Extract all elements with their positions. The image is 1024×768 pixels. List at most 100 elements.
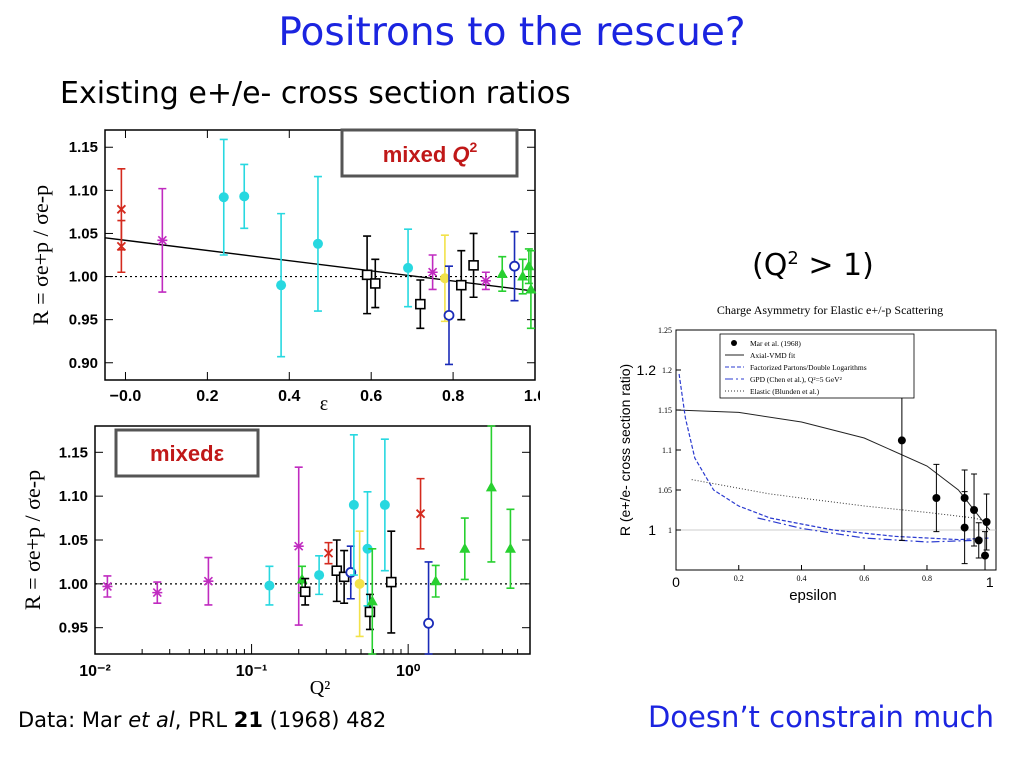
chart-epsilon: −0.0 0.2 0.4 0.6 0.8 1.0 0.90 0.95 1.00 1.05 1.10 1… [28, 128, 540, 415]
chart-title: Charge Asymmetry for Elastic e+/-p Scatt… [717, 303, 943, 317]
name-box-sup: 2 [470, 139, 478, 155]
data-point [932, 494, 941, 502]
legend-item: Factorized Partons/Double Logarithms [725, 363, 867, 372]
y-tick-label: 1.00 [59, 576, 88, 593]
y-tick-label: 1 [648, 522, 656, 538]
data-point [504, 542, 516, 553]
legend-label: Mar et al. (1968) [750, 339, 801, 348]
plot-frame [104, 129, 536, 381]
data-point [430, 575, 442, 586]
q2-note-sup: 2 [787, 248, 799, 269]
data-point [364, 606, 376, 618]
y-axis-label: R (e+/e- cross section ratio) [617, 364, 633, 536]
data-point [299, 586, 311, 598]
legend-item: Mar et al. (1968) [731, 339, 801, 348]
caption-prefix: Data: Mar [18, 708, 129, 732]
x-tick-label: 0.2 [196, 388, 218, 405]
data-point [116, 204, 127, 214]
data-point [379, 499, 390, 510]
caption-volume: 21 [233, 708, 263, 732]
svg-text:mixed Q2: mixed Q2 [383, 139, 478, 167]
data-point [981, 551, 990, 560]
x-axis-label: Q² [310, 677, 330, 699]
legend-label: Axial-VMD fit [750, 351, 796, 360]
legend-item: Elastic (Blunden et al.) [725, 387, 820, 396]
data-point [970, 506, 979, 514]
data-point [331, 565, 343, 576]
x-tick-label: 1 [986, 574, 994, 590]
data-point [366, 595, 378, 606]
caption-etal: et al [128, 708, 175, 732]
x-tick-label: 10⁻¹ [236, 663, 268, 680]
y-tick-label: 1.2 [637, 362, 657, 378]
data-point [369, 278, 381, 289]
data-point [403, 262, 414, 273]
data-point [525, 283, 537, 294]
caption-journal: , PRL [174, 708, 234, 732]
name-box: mixed Q2 [340, 128, 519, 178]
data-point [982, 518, 991, 526]
x-axis-label: epsilon [789, 587, 837, 604]
slide-subtitle: Existing e+/e- cross section ratios [60, 76, 571, 111]
legend-label: Elastic (Blunden et al.) [750, 387, 820, 396]
chart-charge-asymmetry: Charge Asymmetry for Elastic e+/-p Scatt… [617, 303, 997, 604]
y-tick-label: 1.10 [59, 488, 88, 505]
data-point [517, 270, 529, 281]
name-box-text: mixed [383, 142, 453, 167]
data-point [102, 581, 113, 592]
x-tick-label: 0.8 [442, 388, 464, 405]
y-tick-label: 0.95 [69, 312, 98, 329]
data-point [157, 235, 168, 245]
y-tick-label: 1.05 [69, 225, 98, 242]
name-box-italic: Q [452, 142, 469, 167]
y-tick-label: 1.15 [69, 139, 98, 156]
y-minor-tick-label: 1.2 [662, 366, 672, 375]
data-point [496, 267, 508, 278]
name-box-text: mixedε [150, 441, 225, 466]
x-minor-tick-label: 0.8 [922, 574, 932, 583]
data-point [264, 580, 275, 591]
data-point [523, 260, 535, 271]
name-box: mixedε [114, 428, 260, 478]
q2-note-base: (Q [752, 248, 788, 283]
curve-gpd [757, 517, 975, 543]
data-point [348, 499, 359, 510]
data-point [239, 191, 250, 202]
data-point [455, 279, 467, 291]
y-minor-tick-label: 1 [668, 526, 672, 535]
y-tick-label: 1.05 [59, 532, 88, 549]
legend-box [719, 333, 915, 399]
data-point [323, 548, 334, 558]
y-tick-label: 1.15 [59, 444, 88, 461]
y-minor-tick-label: 1.1 [662, 446, 672, 455]
data-point [116, 241, 127, 252]
data-point [974, 536, 983, 545]
legend-item: Axial-VMD fit [725, 351, 796, 360]
data-point [415, 298, 426, 310]
data-point [152, 588, 163, 598]
data-point [468, 260, 479, 271]
data-point [459, 542, 471, 553]
data-caption: Data: Mar et al, PRL 21 (1968) 482 [18, 708, 386, 732]
x-tick-label: 0.4 [278, 388, 300, 405]
data-point [361, 269, 373, 281]
q2-note-rest: > 1) [798, 248, 874, 283]
data-point [423, 617, 434, 629]
data-point [443, 309, 455, 321]
data-point [960, 523, 969, 532]
data-point [480, 276, 491, 286]
data-point [385, 576, 397, 588]
slide-title: Positrons to the rescue? [278, 10, 746, 55]
curve-factorized [678, 373, 990, 541]
y-axis-label: R = σe+p / σe-p [20, 470, 45, 610]
caption-rest: (1968) 482 [262, 708, 387, 732]
data-point [362, 543, 373, 554]
error-bar [424, 561, 433, 655]
x-minor-tick-label: 0.4 [796, 574, 806, 583]
y-minor-tick-label: 1.25 [658, 326, 672, 335]
x-minor-tick-label: 0.2 [734, 574, 744, 583]
data-point [415, 509, 426, 519]
legend-label: GPD (Chen et al.), Q²=5 GeV² [750, 375, 843, 384]
x-tick-label: 1.0 [524, 388, 540, 405]
curve-axial-vmd [675, 409, 991, 531]
